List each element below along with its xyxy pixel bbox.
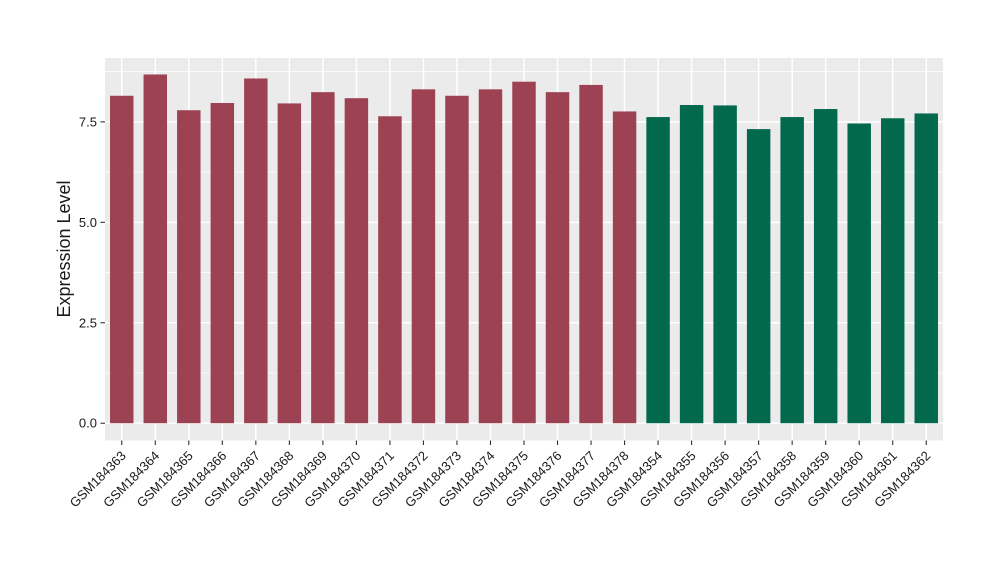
bar-GSM184359 (813, 109, 838, 424)
y-axis-title: Expression Level (54, 180, 74, 317)
bar-GSM184356 (713, 105, 737, 424)
bar-GSM184367 (244, 78, 268, 424)
bar-GSM184378 (612, 111, 637, 424)
bar-GSM184366 (210, 103, 235, 424)
bar-GSM184364 (143, 74, 168, 424)
bar-GSM184357 (746, 129, 771, 424)
bar-GSM184373 (445, 95, 469, 424)
bar-GSM184361 (880, 118, 905, 424)
y-axis-tick-labels: 0.0 2.5 5.0 7.5 (79, 114, 97, 430)
bar-GSM184376 (545, 92, 570, 424)
bar-GSM184354 (646, 117, 670, 424)
bar-GSM184362 (914, 113, 938, 424)
bar-GSM184372 (411, 89, 436, 424)
bar-GSM184355 (679, 105, 704, 424)
bar-GSM184371 (378, 116, 402, 424)
bar-GSM184363 (110, 95, 134, 424)
bar-GSM184375 (512, 81, 536, 424)
bar-GSM184370 (344, 98, 369, 424)
y-tick-label: 5.0 (79, 215, 97, 230)
y-tick-label: 7.5 (79, 114, 97, 129)
bar-GSM184374 (478, 89, 503, 424)
bar-GSM184368 (277, 103, 302, 424)
bar-GSM184365 (177, 110, 201, 424)
y-tick-label: 0.0 (79, 416, 97, 431)
y-tick-label: 2.5 (79, 315, 97, 330)
bars (110, 74, 938, 424)
bar-GSM184358 (780, 117, 804, 424)
bar-GSM184369 (311, 92, 335, 424)
axis-tick-marks (100, 121, 927, 445)
bar-GSM184360 (847, 123, 871, 424)
x-axis-tick-labels: GSM184363GSM184364GSM184365GSM184366GSM1… (67, 448, 934, 510)
bar-GSM184377 (579, 84, 603, 424)
